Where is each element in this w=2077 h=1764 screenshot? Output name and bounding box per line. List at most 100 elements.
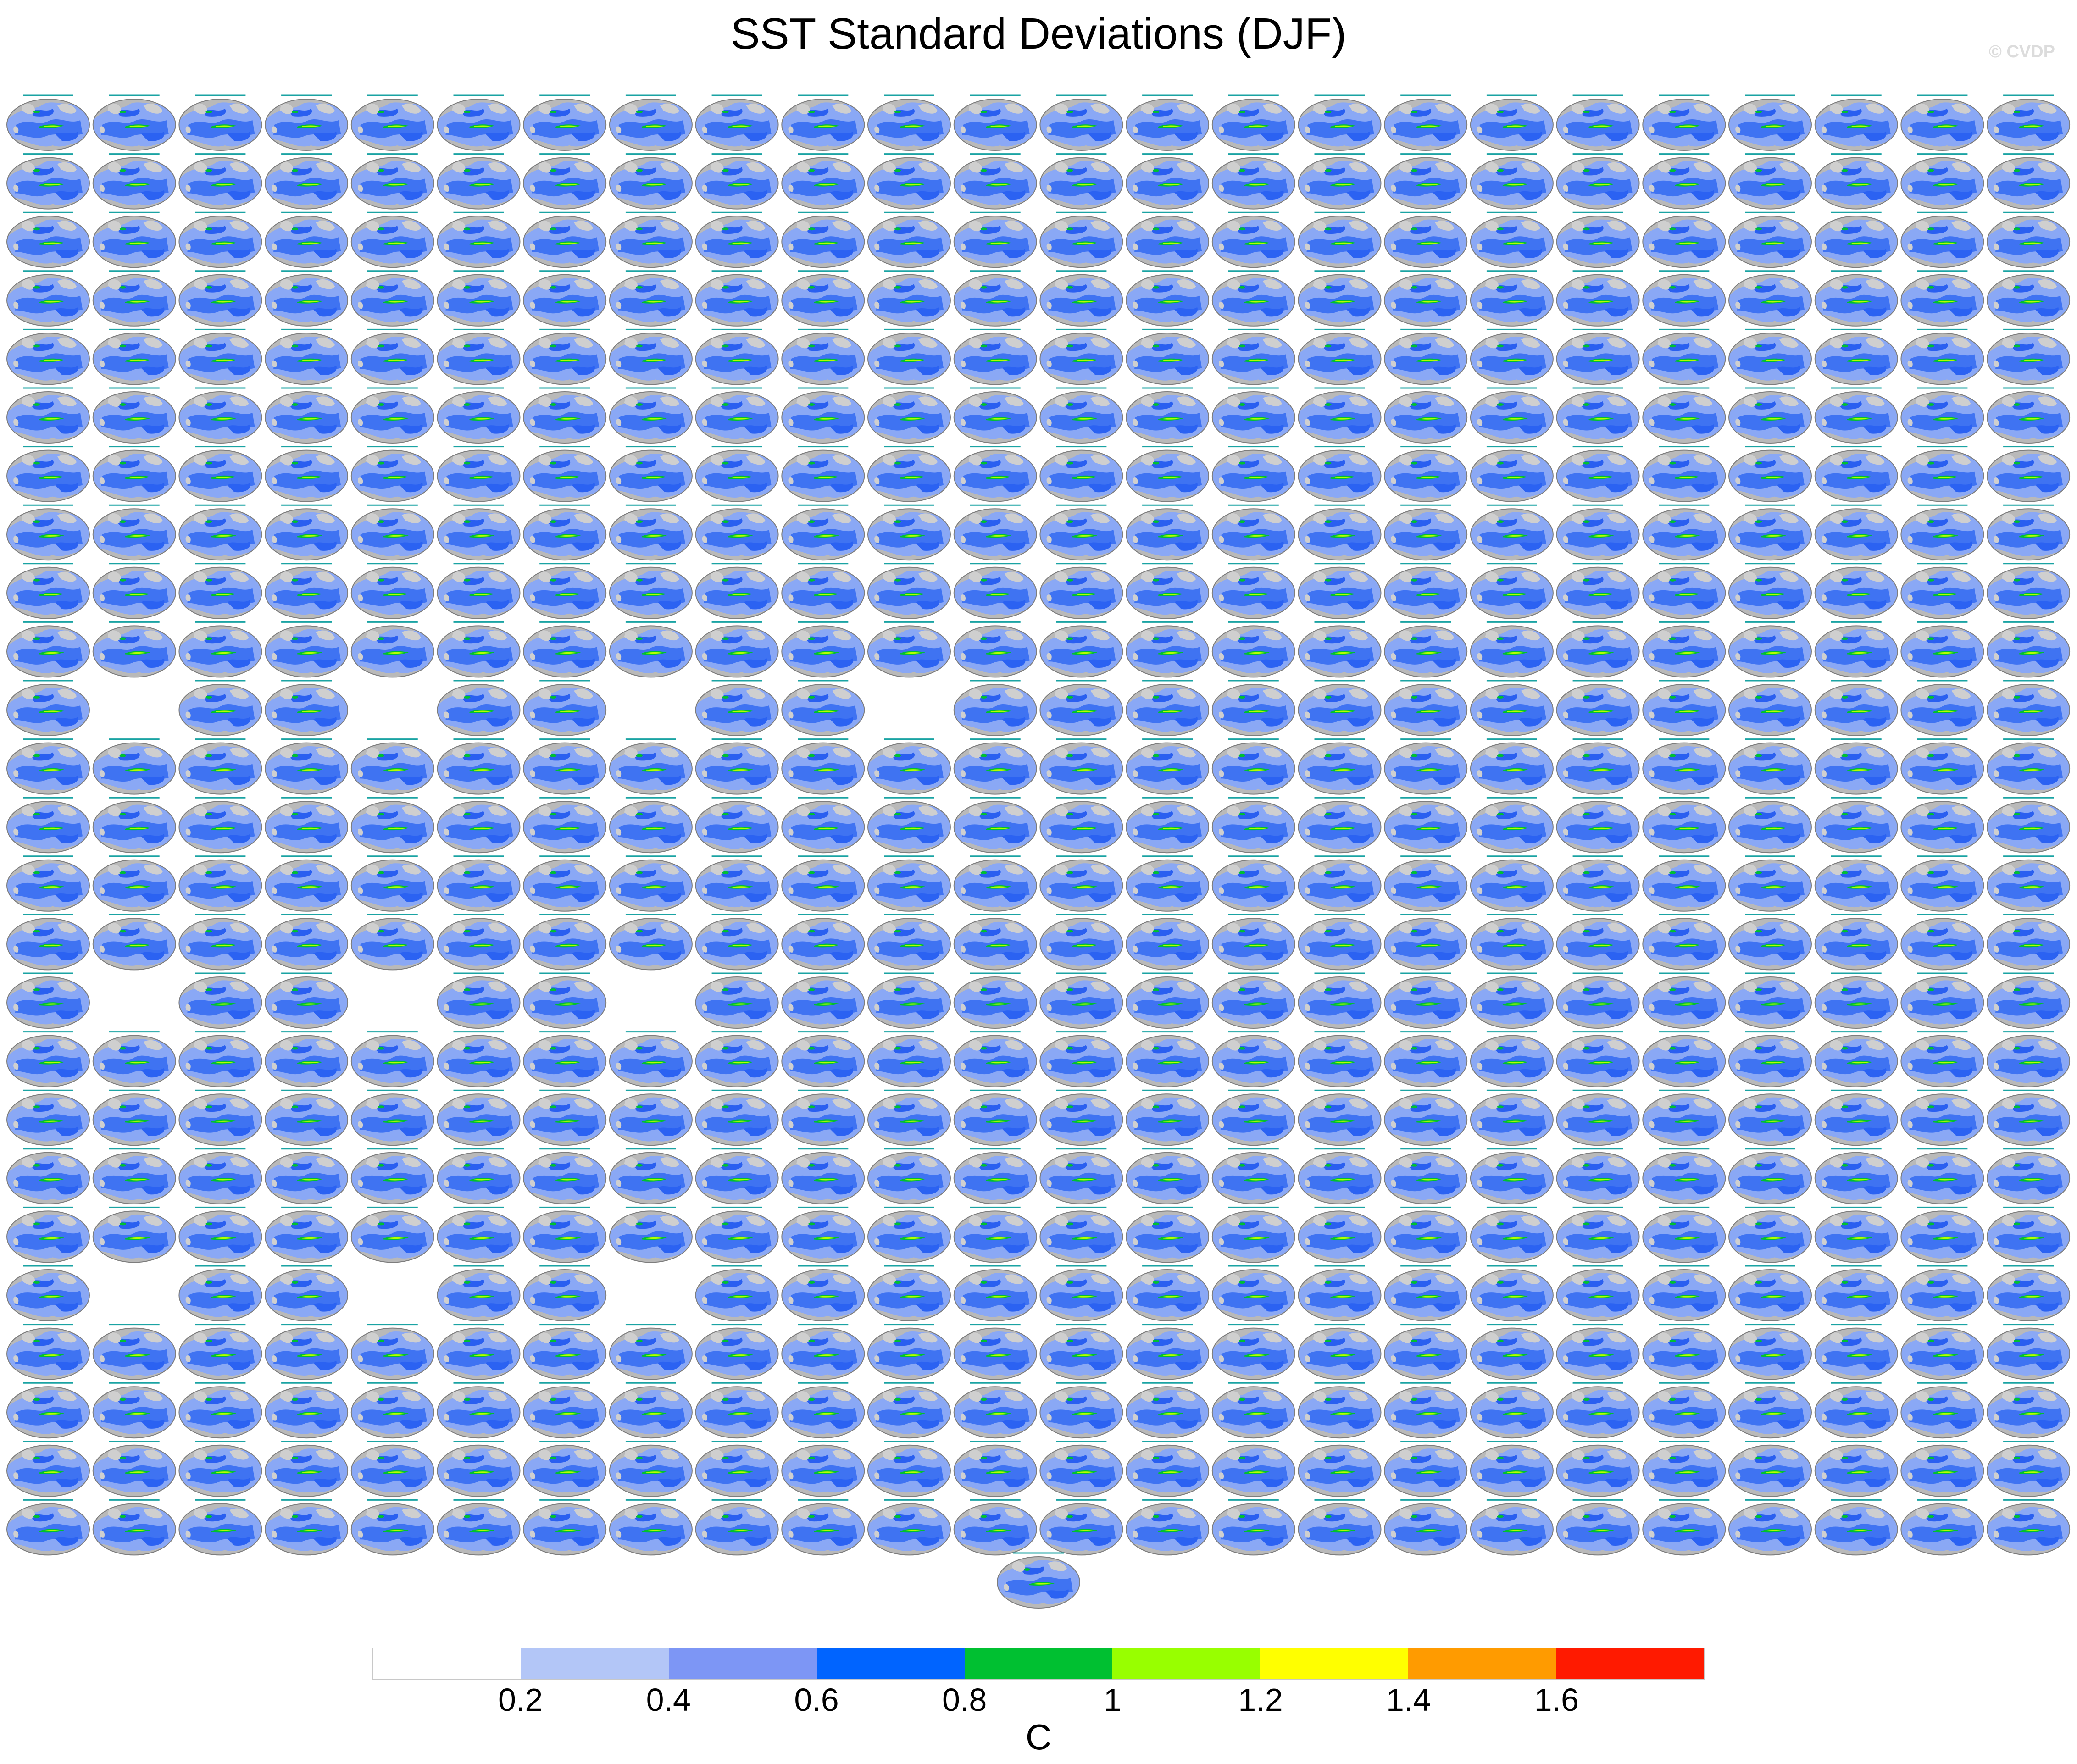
map-panel xyxy=(438,973,520,1028)
map-panel xyxy=(351,447,434,502)
map-panel xyxy=(1557,856,1639,911)
map-panel xyxy=(1212,915,1295,970)
map-panel xyxy=(265,1383,348,1438)
map-panel xyxy=(1815,1266,1898,1321)
map-panel xyxy=(1212,329,1295,384)
map-panel xyxy=(696,505,778,560)
map-panel xyxy=(351,271,434,326)
map-panel xyxy=(782,1266,864,1321)
map-panel xyxy=(351,505,434,560)
map-panel xyxy=(696,1500,778,1555)
map-panel xyxy=(351,1149,434,1204)
map-panel xyxy=(1815,973,1898,1028)
map-panel xyxy=(1040,1149,1122,1204)
map-panel xyxy=(1729,1149,1811,1204)
map-panel xyxy=(1987,1325,2070,1380)
map-panel xyxy=(1126,1383,1209,1438)
map-panel xyxy=(1299,1325,1381,1380)
map-panel xyxy=(1901,564,1983,619)
map-panel xyxy=(610,271,692,326)
map-panel xyxy=(1901,1500,1983,1555)
map-panel xyxy=(179,1266,261,1321)
map-panel xyxy=(523,212,606,267)
map-panel xyxy=(1987,1383,2070,1438)
map-panel xyxy=(523,681,606,736)
map-panel xyxy=(265,154,348,209)
map-panel xyxy=(179,1090,261,1145)
map-panel xyxy=(1557,798,1639,853)
map-panel xyxy=(1987,622,2070,677)
map-panel xyxy=(954,388,1037,443)
map-panel xyxy=(1901,1266,1983,1321)
map-panel xyxy=(1643,271,1725,326)
map-panel xyxy=(1384,1032,1467,1087)
map-panel xyxy=(179,505,261,560)
map-panel xyxy=(1126,1149,1209,1204)
map-panel xyxy=(1987,95,2070,150)
map-panel xyxy=(610,1442,692,1497)
map-panel xyxy=(1729,1207,1811,1262)
map-panel xyxy=(438,447,520,502)
map-panel xyxy=(1471,154,1553,209)
map-panel xyxy=(1557,1442,1639,1497)
map-panel xyxy=(1299,1149,1381,1204)
map-panel xyxy=(351,1500,434,1555)
map-panel xyxy=(1040,856,1122,911)
map-panel xyxy=(438,1383,520,1438)
map-panel xyxy=(1126,1442,1209,1497)
map-panel xyxy=(1815,915,1898,970)
map-panel xyxy=(1299,1383,1381,1438)
colorbar-tick-label: 0.8 xyxy=(942,1682,987,1718)
map-panel xyxy=(1815,1090,1898,1145)
map-panel xyxy=(1384,1500,1467,1555)
colorbar-tick-label: 0.6 xyxy=(794,1682,839,1718)
map-panel xyxy=(1815,154,1898,209)
map-panel xyxy=(351,564,434,619)
map-panel xyxy=(93,1442,176,1497)
map-panel xyxy=(523,856,606,911)
map-panel xyxy=(1557,564,1639,619)
map-panel xyxy=(696,915,778,970)
map-panel xyxy=(868,1149,950,1204)
map-panel xyxy=(523,973,606,1028)
map-panel xyxy=(1384,95,1467,150)
map-panel xyxy=(438,388,520,443)
map-panel xyxy=(1987,329,2070,384)
map-panel xyxy=(1471,447,1553,502)
colorbar-tick-label: 1 xyxy=(1103,1682,1122,1718)
map-panel xyxy=(868,505,950,560)
map-panel xyxy=(1299,622,1381,677)
map-panel xyxy=(1729,1032,1811,1087)
map-panel xyxy=(1901,1325,1983,1380)
map-panel xyxy=(1643,1207,1725,1262)
map-panel xyxy=(179,915,261,970)
map-panel xyxy=(1384,329,1467,384)
map-panel xyxy=(610,1500,692,1555)
map-panel xyxy=(1126,271,1209,326)
map-panel xyxy=(1471,915,1553,970)
map-panel xyxy=(1987,447,2070,502)
map-panel xyxy=(1901,1090,1983,1145)
map-panel xyxy=(93,95,176,150)
map-panel xyxy=(1557,1032,1639,1087)
map-panel xyxy=(93,1149,176,1204)
map-panel xyxy=(1471,1500,1553,1555)
map-panel xyxy=(1299,154,1381,209)
map-panel xyxy=(1471,622,1553,677)
map-panel xyxy=(954,1383,1037,1438)
map-panel xyxy=(1643,1090,1725,1145)
map-panel xyxy=(610,212,692,267)
map-panel xyxy=(1040,798,1122,853)
map-panel xyxy=(1557,271,1639,326)
map-panel xyxy=(1987,1032,2070,1087)
map-panel xyxy=(610,329,692,384)
map-panel xyxy=(179,681,261,736)
map-panel xyxy=(1643,505,1725,560)
watermark: © CVDP xyxy=(1988,42,2055,61)
map-panel xyxy=(93,388,176,443)
map-panel xyxy=(1815,1383,1898,1438)
map-panel xyxy=(1643,154,1725,209)
map-panel xyxy=(265,739,348,794)
map-panel xyxy=(1643,447,1725,502)
map-panel xyxy=(1987,856,2070,911)
